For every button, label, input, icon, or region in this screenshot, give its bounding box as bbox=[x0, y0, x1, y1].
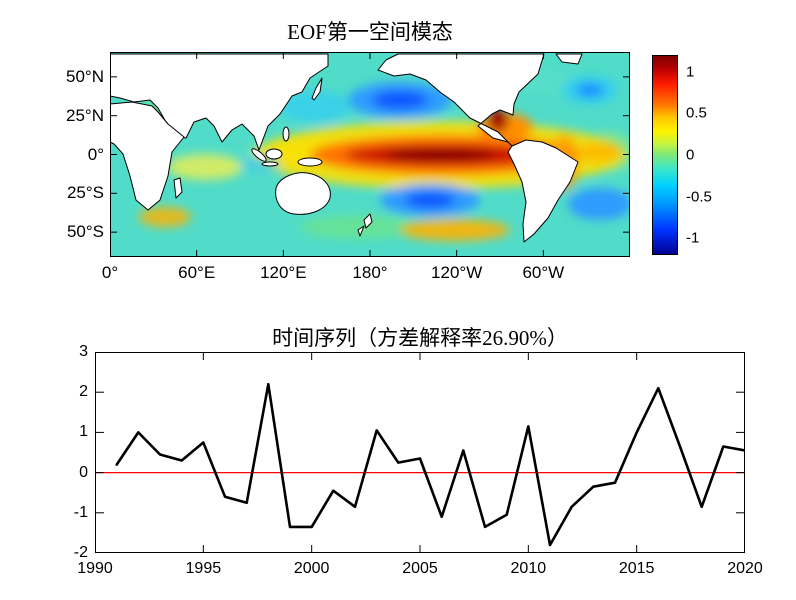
timeseries-ytick: 2 bbox=[79, 383, 88, 401]
map-xtick: 0° bbox=[101, 263, 119, 282]
timeseries-tick-marks bbox=[95, 352, 745, 553]
timeseries-xtick: 2010 bbox=[510, 560, 547, 577]
colorbar-tick: 0 bbox=[686, 146, 695, 164]
map-tick-marks bbox=[110, 53, 629, 256]
map-ytick: 50°N bbox=[66, 66, 104, 86]
timeseries-line bbox=[115, 382, 745, 547]
map-xtick: 120°W bbox=[431, 263, 483, 282]
colorbar-tick: -0.5 bbox=[686, 188, 712, 206]
colorbar-tick: -1 bbox=[686, 229, 700, 247]
timeseries-ytick: 3 bbox=[79, 343, 88, 360]
timeseries-xtick: 2000 bbox=[293, 560, 330, 577]
colorbar-tick: 1 bbox=[686, 63, 695, 81]
timeseries-xtick-labels: 1990 1995 2000 2005 2010 2015 2020 bbox=[77, 558, 763, 580]
map-xtick: 180° bbox=[352, 263, 388, 282]
map-xtick: 60°W bbox=[522, 263, 565, 282]
timeseries-xtick: 2015 bbox=[618, 560, 655, 577]
map-ytick-labels: 50°N 25°N 0° 25°S 50°S bbox=[40, 52, 104, 257]
timeseries-xtick: 2005 bbox=[402, 560, 438, 577]
timeseries-plot bbox=[95, 352, 745, 553]
timeseries-xtick: 1990 bbox=[77, 560, 113, 577]
map-xtick: 120°E bbox=[260, 263, 307, 282]
colorbar bbox=[652, 55, 678, 255]
colorbar-tick-labels: 1 0.5 0 -0.5 -1 bbox=[686, 55, 730, 255]
timeseries-ytick: -2 bbox=[73, 544, 88, 561]
map-title: EOF第一空间模态 bbox=[287, 20, 453, 44]
map-xtick-labels: 0° 60°E 120°E 180° 120°W 60°W bbox=[102, 261, 630, 283]
map-ytick: 25°S bbox=[66, 183, 104, 203]
map-ytick: 0° bbox=[87, 144, 104, 164]
map-ytick: 50°S bbox=[66, 222, 104, 242]
colorbar-tick: 0.5 bbox=[686, 104, 707, 122]
timeseries-ytick-labels: 3 2 1 0 -1 -2 bbox=[48, 343, 88, 561]
timeseries-title: 时间序列（方差解释率26.90%） bbox=[272, 326, 568, 350]
map-axes-box bbox=[110, 52, 630, 257]
timeseries-axes-box bbox=[95, 352, 745, 553]
timeseries-xtick: 1995 bbox=[185, 560, 222, 577]
timeseries-ytick: 0 bbox=[79, 463, 88, 481]
timeseries-ytick: 1 bbox=[79, 423, 88, 441]
continents bbox=[110, 53, 583, 243]
timeseries-xtick: 2020 bbox=[727, 560, 763, 577]
map-ytick: 25°N bbox=[66, 105, 104, 125]
map-xtick: 60°E bbox=[178, 263, 216, 282]
eof-spatial-map bbox=[110, 52, 630, 257]
timeseries-ytick: -1 bbox=[73, 503, 88, 521]
